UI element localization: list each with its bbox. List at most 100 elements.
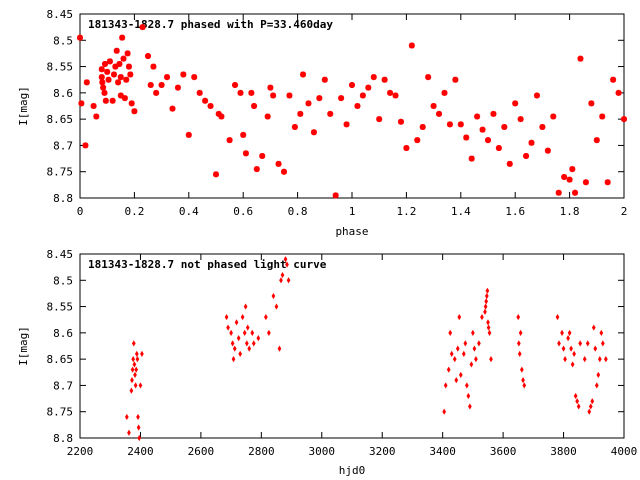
data-point [207,103,214,109]
data-point [115,79,122,86]
data-point [441,89,448,96]
data-point [463,134,470,141]
data-point [518,329,523,336]
data-point [486,319,490,326]
data-point [517,350,522,357]
data-point [387,89,394,96]
data-point [604,179,611,186]
data-point [458,371,463,378]
data-point [164,74,171,81]
data-point [321,76,328,83]
data-point [576,403,581,410]
data-point [101,89,108,96]
data-point [446,366,451,373]
x-tick-label: 1.2 [396,205,416,218]
data-point [381,76,388,83]
x-tick-label: 3200 [369,445,396,458]
data-point [588,403,593,410]
data-point [104,68,111,75]
data-point [376,116,383,123]
x-tick-label: 2400 [127,445,154,458]
data-point [256,335,261,342]
data-point [234,319,239,326]
data-point [226,137,233,144]
data-point [300,71,307,78]
data-point [359,92,366,99]
data-point [521,377,525,384]
data-point [244,340,249,347]
y-tick-label: 8.75 [47,406,74,419]
data-point [248,89,255,96]
data-point [215,110,222,117]
data-point [245,324,250,331]
data-point [495,145,502,152]
data-point [264,314,268,321]
data-point [259,152,266,159]
data-point [486,324,491,331]
data-point [338,95,345,102]
data-point [483,303,488,310]
data-point [229,329,233,336]
data-point [596,371,601,378]
data-point [247,345,252,352]
data-point [98,74,105,81]
y-tick-label: 8.8 [53,192,73,205]
y-tick-label: 8.8 [53,432,73,445]
data-point [93,113,100,120]
x-tick-label: 3600 [490,445,517,458]
data-point [474,113,481,120]
data-point [226,324,230,331]
data-point [125,63,132,70]
data-point [448,329,453,336]
x-tick-label: 0.6 [233,205,253,218]
y-tick-label: 8.6 [53,327,73,340]
data-point [599,113,606,120]
x-tick-label: 2800 [248,445,275,458]
data-point [615,89,622,96]
data-point [512,100,519,107]
x-tick-label: 1.6 [505,205,525,218]
data-point [454,377,459,384]
data-point [285,261,289,268]
data-point [533,92,540,99]
data-point [130,366,135,373]
data-point [274,303,279,310]
data-point [280,271,285,279]
data-point [136,424,141,431]
data-point [129,387,134,394]
data-point [224,314,229,321]
data-point [169,105,176,112]
data-point [117,74,124,81]
data-point [158,81,165,88]
y-axis-title: I[mag] [17,326,30,366]
data-point [191,74,198,81]
data-point [600,340,605,347]
data-point [105,76,112,83]
data-point [392,92,399,99]
data-point [599,329,604,336]
data-point [483,308,487,315]
data-point [283,256,288,263]
data-point [516,340,521,347]
data-point [610,76,617,83]
x-tick-label: 0.8 [288,205,308,218]
data-point [560,329,564,336]
x-tick-label: 2600 [188,445,215,458]
x-tick-label: 0 [77,205,84,218]
data-point [501,124,508,131]
data-point [550,113,557,120]
data-point [587,408,592,415]
data-point [202,97,209,104]
data-point [575,398,580,405]
data-point [479,126,486,133]
data-point [131,108,138,115]
data-point [566,176,573,183]
data-point [517,116,524,123]
data-point [270,92,277,99]
data-point [113,47,120,54]
x-tick-label: 3400 [429,445,456,458]
data-point [127,429,131,436]
y-tick-label: 8.5 [53,274,73,287]
data-point [561,345,566,352]
data-point [591,324,596,331]
